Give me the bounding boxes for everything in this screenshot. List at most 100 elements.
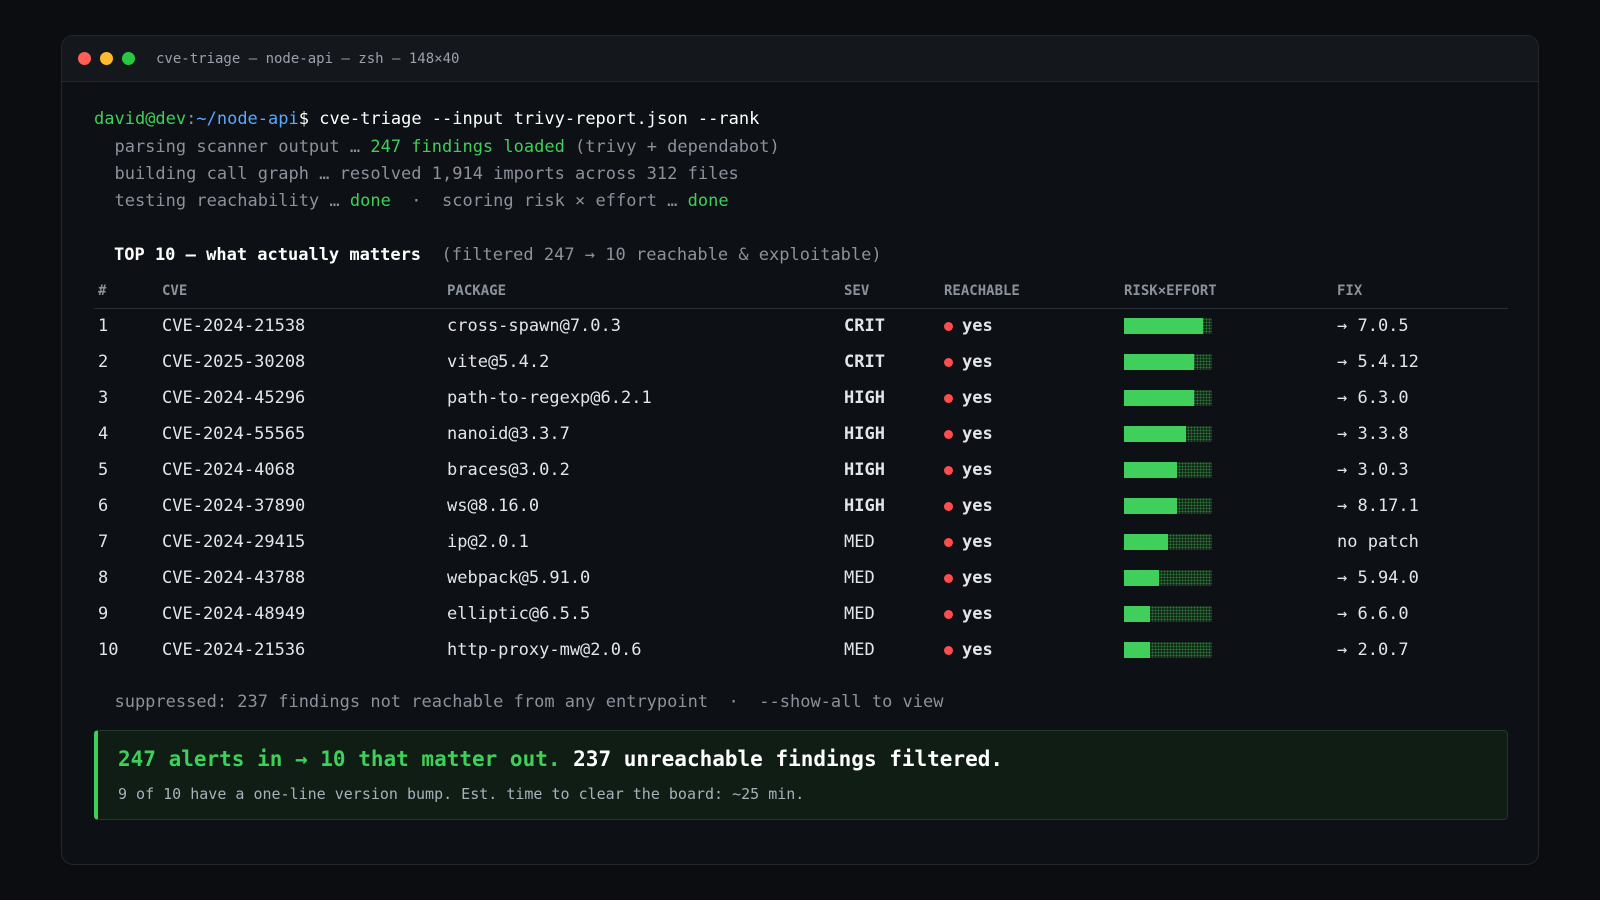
reachable-label: yes	[962, 532, 993, 552]
risk-cell	[1120, 380, 1333, 416]
reachable-label: yes	[962, 460, 993, 480]
fix-version: → 3.3.8	[1337, 424, 1409, 444]
risk-effort-fill	[1124, 462, 1177, 478]
reachable-status: yes	[940, 524, 1120, 560]
header-sev: SEV	[840, 274, 940, 309]
prompt-symbol: $	[298, 109, 309, 129]
risk-effort-bar	[1124, 534, 1212, 550]
terminal-window: cve-triage — node-api — zsh — 148×40 dav…	[61, 35, 1539, 865]
log-text: (trivy + dependabot)	[564, 137, 780, 157]
fix-version: → 7.0.5	[1337, 316, 1409, 337]
severity-badge: MED	[844, 640, 875, 660]
reachable-dot-icon	[944, 357, 953, 367]
risk-effort-fill	[1124, 498, 1177, 514]
risk-effort-bar	[1124, 606, 1212, 622]
findings-loaded: 247 findings loaded	[370, 137, 565, 157]
reachable-status: yes	[940, 344, 1120, 380]
cve-id: CVE-2024-45296	[162, 388, 306, 408]
risk-effort-fill	[1124, 426, 1186, 442]
row-num: 6	[98, 496, 109, 516]
log-line-callgraph: building call graph … resolved 1,914 imp…	[94, 164, 739, 184]
summary-headline-green: 247 alerts in → 10 that matter out.	[118, 747, 561, 771]
reachable-label: yes	[962, 496, 993, 516]
command-text: cve-triage --input trivy-report.json --r…	[308, 109, 760, 129]
header-fix: FIX	[1333, 274, 1508, 309]
reachable-label: yes	[962, 640, 993, 660]
reachable-status: yes	[940, 380, 1120, 416]
severity-badge: HIGH	[844, 388, 885, 408]
row-num: 9	[98, 604, 109, 624]
fix-version: → 8.17.1	[1337, 496, 1419, 516]
log-line-reachability: testing reachability … done · scoring ri…	[94, 191, 729, 211]
row-num: 4	[98, 424, 109, 444]
cve-id: CVE-2024-43788	[162, 568, 306, 588]
risk-cell	[1120, 416, 1333, 452]
log-text: testing reachability …	[94, 191, 350, 211]
reachable-label: yes	[962, 316, 993, 337]
table-row: 8 CVE-2024-43788 webpack@5.91.0 MED yes → 5.9…	[94, 560, 1508, 596]
risk-effort-bar	[1124, 426, 1212, 442]
status-done: done	[687, 191, 729, 211]
cve-id: CVE-2024-55565	[162, 424, 306, 444]
table-row: 3 CVE-2024-45296 path-to-regexp@6.2.1 HIGH y…	[94, 380, 1508, 416]
fix-version: no patch	[1337, 532, 1419, 552]
fix-version: → 6.3.0	[1337, 388, 1409, 408]
reachable-dot-icon	[944, 501, 953, 511]
reachable-label: yes	[962, 352, 993, 372]
package-name: nanoid@3.3.7	[447, 424, 570, 444]
table-header-row: # CVE PACKAGE SEV REACHABLE RISK×EFFORT …	[94, 274, 1508, 309]
risk-effort-fill	[1124, 534, 1168, 550]
package-name: braces@3.0.2	[447, 460, 570, 480]
cve-id: CVE-2024-48949	[162, 604, 306, 624]
log-text: parsing scanner output …	[94, 137, 371, 157]
summary-headline-white: 237 unreachable findings filtered.	[560, 747, 1004, 771]
terminal-output[interactable]: david@dev:~/node-api$ cve-triage --input…	[94, 82, 1508, 864]
package-name: path-to-regexp@6.2.1	[447, 388, 652, 408]
severity-badge: HIGH	[844, 424, 885, 444]
reachable-dot-icon	[944, 429, 953, 439]
risk-cell	[1120, 308, 1333, 344]
risk-effort-bar	[1124, 354, 1212, 370]
reachable-status: yes	[940, 596, 1120, 632]
suppressed-note: suppressed: 237 findings not reachable f…	[94, 692, 944, 712]
fix-version: → 3.0.3	[1337, 460, 1409, 480]
risk-effort-bar	[1124, 498, 1212, 514]
reachable-status: yes	[940, 632, 1120, 668]
table-row: 4 CVE-2024-55565 nanoid@3.3.7 HIGH yes → 3.3.…	[94, 416, 1508, 452]
fix-version: → 6.6.0	[1337, 604, 1409, 624]
prompt-user-host: david@dev	[94, 109, 187, 129]
row-num: 3	[98, 388, 109, 408]
log-text: · scoring risk × effort …	[390, 191, 688, 211]
row-num: 1	[98, 316, 109, 337]
severity-badge: HIGH	[844, 496, 885, 516]
minimize-button[interactable]	[100, 52, 113, 65]
fix-version: → 5.94.0	[1337, 568, 1419, 588]
header-package: PACKAGE	[443, 274, 840, 309]
risk-effort-bar	[1124, 318, 1212, 335]
reachable-label: yes	[962, 604, 993, 624]
risk-effort-fill	[1124, 606, 1151, 622]
header-reachable: REACHABLE	[940, 274, 1120, 309]
risk-cell	[1120, 344, 1333, 380]
cve-id: CVE-2024-21538	[162, 316, 306, 337]
risk-effort-bar	[1124, 642, 1212, 658]
row-num: 5	[98, 460, 109, 480]
fix-version: → 2.0.7	[1337, 640, 1409, 660]
table-row: 9 CVE-2024-48949 elliptic@6.5.5 MED yes → 6.6…	[94, 596, 1508, 632]
severity-badge: CRIT	[844, 352, 885, 372]
close-button[interactable]	[78, 52, 91, 65]
package-name: ip@2.0.1	[447, 532, 529, 552]
package-name: elliptic@6.5.5	[447, 604, 591, 624]
risk-effort-fill	[1124, 390, 1195, 406]
maximize-button[interactable]	[122, 52, 135, 65]
summary-subtext: 9 of 10 have a one-line version bump. Es…	[118, 785, 805, 803]
findings-table: # CVE PACKAGE SEV REACHABLE RISK×EFFORT …	[94, 274, 1508, 668]
table-row: 1 CVE-2024-21538 cross-spawn@7.0.3 CRIT yes →…	[94, 308, 1508, 344]
risk-effort-fill	[1124, 354, 1195, 370]
severity-badge: HIGH	[844, 460, 885, 480]
header-num: #	[94, 274, 158, 309]
cve-id: CVE-2024-37890	[162, 496, 306, 516]
cve-id: CVE-2024-29415	[162, 532, 306, 552]
section-header: TOP 10 — what actually matters (filtered…	[114, 245, 882, 265]
reachable-dot-icon	[944, 321, 953, 331]
